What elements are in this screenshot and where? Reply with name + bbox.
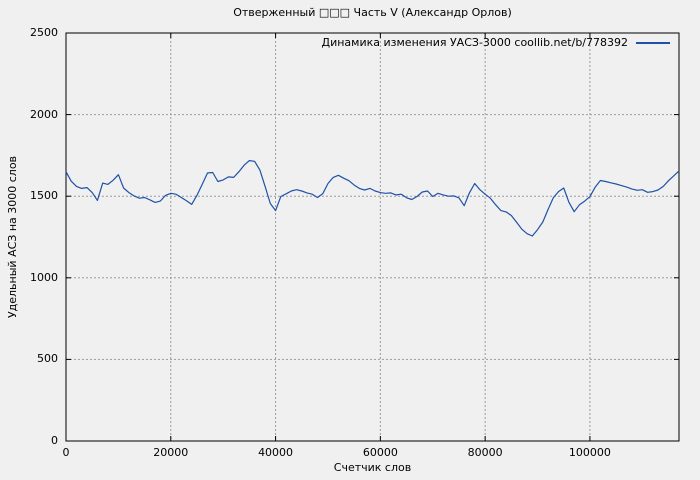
legend-line-sample-icon bbox=[636, 41, 670, 44]
x-tick-label: 60000 bbox=[362, 446, 398, 459]
x-tick-label: 80000 bbox=[467, 446, 503, 459]
x-tick-label: 20000 bbox=[153, 446, 189, 459]
legend-label: Динамика изменения УАСЗ-3000 coollib.net… bbox=[321, 36, 629, 49]
x-tick-label: 40000 bbox=[258, 446, 294, 459]
legend: Динамика изменения УАСЗ-3000 coollib.net… bbox=[321, 36, 670, 49]
plot-border bbox=[65, 32, 680, 442]
y-tick-label: 2000 bbox=[30, 107, 58, 121]
y-axis-label: Удельный АСЗ на 3000 слов bbox=[6, 155, 19, 319]
y-tick-label: 1500 bbox=[30, 189, 58, 203]
y-tick-label: 1000 bbox=[30, 270, 58, 284]
y-tick-label: 0 bbox=[51, 434, 58, 447]
x-tick-label: 0 bbox=[62, 446, 70, 459]
chart-title: Отверженный □□□ Часть V (Александр Орлов… bbox=[233, 6, 512, 19]
x-axis-label: Счетчик слов bbox=[333, 461, 412, 474]
x-tick-label: 100000 bbox=[568, 446, 611, 459]
y-tick-label: 2500 bbox=[30, 26, 58, 39]
data-line bbox=[65, 160, 680, 237]
y-tick-label: 500 bbox=[37, 352, 58, 366]
